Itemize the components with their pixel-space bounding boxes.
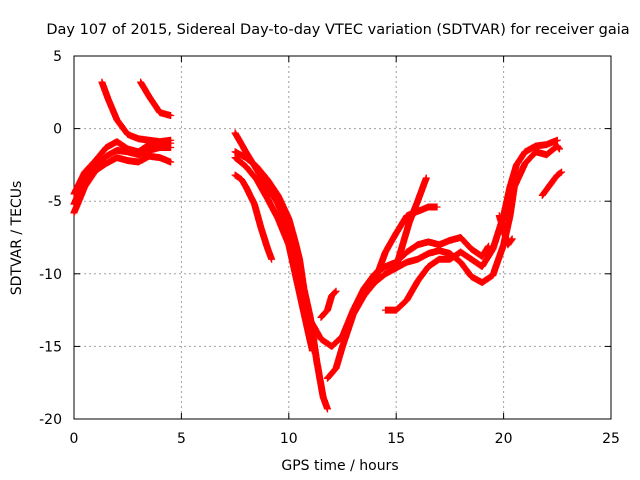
y-tick-labels: 5 0 -5 -10 -15 -20 [39, 49, 62, 428]
data-markers [392, 174, 430, 270]
x-tick-label: 5 [177, 431, 186, 447]
plot-area-border [73, 55, 612, 420]
x-tick-label: 15 [387, 431, 405, 447]
x-tick-label: 25 [602, 431, 620, 447]
data-series [70, 78, 566, 413]
data-markers [382, 136, 561, 314]
y-tick-label: -10 [39, 267, 62, 283]
axis-ticks [73, 55, 612, 420]
series-arc3 [70, 152, 175, 217]
series-arc9 [231, 171, 276, 263]
data-markers [231, 154, 316, 355]
data-markers [538, 168, 566, 199]
x-tick-label: 20 [495, 431, 513, 447]
chart-title: Day 107 of 2015, Sidereal Day-to-day VTE… [46, 22, 629, 38]
data-markers [98, 78, 175, 146]
x-axis-label: GPS time / hours [281, 458, 398, 474]
y-tick-label: 0 [53, 122, 62, 138]
x-tick-label: 0 [70, 431, 79, 447]
series-arc14 [392, 174, 430, 270]
y-tick-label: -20 [39, 412, 62, 428]
y-tick-label: -5 [48, 194, 62, 210]
data-markers [231, 129, 493, 350]
series-arc4 [98, 78, 175, 146]
series-arc15 [495, 212, 516, 249]
y-tick-label: 5 [53, 49, 62, 65]
series-arc6 [231, 129, 493, 350]
data-markers [495, 212, 516, 249]
data-markers [137, 78, 175, 120]
x-tick-labels: 0 5 10 15 20 25 [70, 431, 620, 447]
data-markers [317, 287, 340, 321]
y-axis-label: SDTVAR / TECUs [9, 181, 25, 296]
series-arc5 [137, 78, 175, 120]
series-arc8 [231, 154, 316, 355]
series-arc12 [382, 136, 561, 314]
data-markers [70, 152, 175, 217]
series-arc16 [538, 168, 566, 199]
gridlines [74, 56, 611, 419]
data-markers [231, 171, 276, 263]
x-tick-label: 10 [280, 431, 298, 447]
y-tick-label: -15 [39, 339, 62, 355]
series-arc10 [317, 287, 340, 321]
